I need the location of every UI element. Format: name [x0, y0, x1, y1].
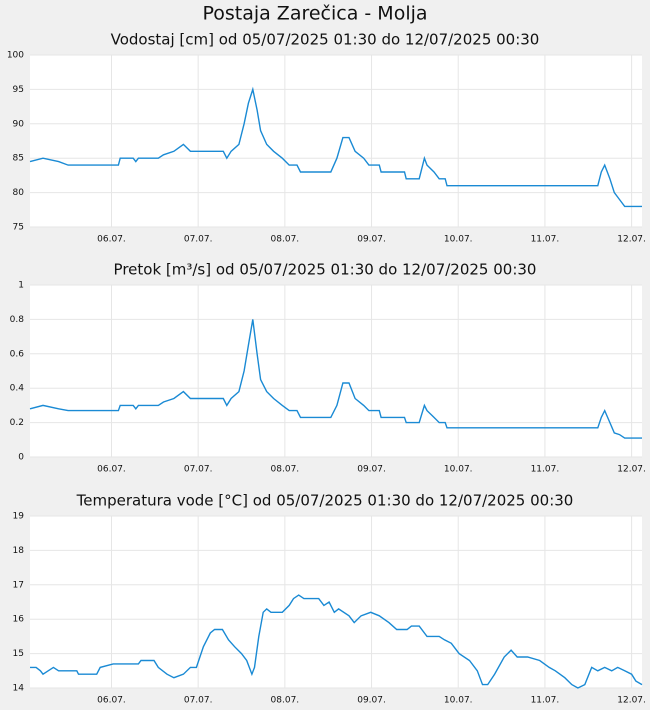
y-tick-label: 0 [18, 453, 24, 463]
plot-area [30, 55, 642, 227]
x-tick-label: 12.07. [617, 696, 646, 706]
data-line [30, 594, 643, 689]
y-tick-label: 17 [13, 580, 24, 590]
x-tick-label: 12.07. [617, 235, 646, 245]
x-tick-label: 11.07. [531, 235, 560, 245]
chart-title: Vodostaj [cm] od 05/07/2025 01:30 do 12/… [111, 31, 540, 49]
y-tick-label: 0.6 [10, 349, 25, 359]
y-tick-label: 0.4 [10, 384, 25, 394]
y-tick-label: 95 [13, 85, 24, 95]
y-tick-label: 16 [13, 615, 25, 625]
x-tick-label: 11.07. [531, 696, 560, 706]
y-tick-label: 80 [13, 188, 25, 198]
y-tick-label: 0.8 [10, 315, 25, 325]
chart-title: Pretok [m³/s] od 05/07/2025 01:30 do 12/… [114, 261, 537, 279]
x-tick-label: 11.07. [531, 465, 560, 475]
y-tick-label: 85 [13, 154, 24, 164]
page-title: Postaja Zarečica - Molja [202, 3, 427, 25]
y-tick-label: 18 [13, 546, 25, 556]
y-tick-label: 1 [18, 281, 24, 291]
plot-area [30, 285, 642, 457]
x-tick-label: 09.07. [357, 235, 386, 245]
x-tick-label: 07.07. [184, 235, 213, 245]
x-tick-label: 08.07. [271, 696, 300, 706]
x-tick-label: 10.07. [444, 696, 473, 706]
x-tick-label: 06.07. [97, 235, 126, 245]
y-tick-label: 100 [7, 51, 24, 61]
x-tick-label: 06.07. [97, 465, 126, 475]
data-line [29, 319, 642, 439]
y-tick-label: 75 [13, 223, 24, 233]
x-tick-label: 07.07. [184, 696, 213, 706]
x-tick-label: 08.07. [271, 235, 300, 245]
plot-area [30, 516, 642, 688]
x-tick-label: 09.07. [357, 465, 386, 475]
x-tick-label: 06.07. [97, 696, 126, 706]
x-tick-label: 07.07. [184, 465, 213, 475]
x-tick-label: 10.07. [444, 465, 473, 475]
y-tick-label: 15 [13, 649, 24, 659]
y-tick-label: 90 [13, 119, 25, 129]
y-tick-label: 19 [13, 512, 25, 522]
x-tick-label: 09.07. [357, 696, 386, 706]
data-line [29, 86, 642, 208]
x-tick-label: 10.07. [444, 235, 473, 245]
y-tick-label: 0.2 [10, 418, 24, 428]
chart-title: Temperatura vode [°C] od 05/07/2025 01:3… [76, 492, 574, 510]
x-tick-label: 12.07. [617, 465, 646, 475]
y-tick-label: 14 [13, 684, 25, 694]
x-tick-label: 08.07. [271, 465, 300, 475]
